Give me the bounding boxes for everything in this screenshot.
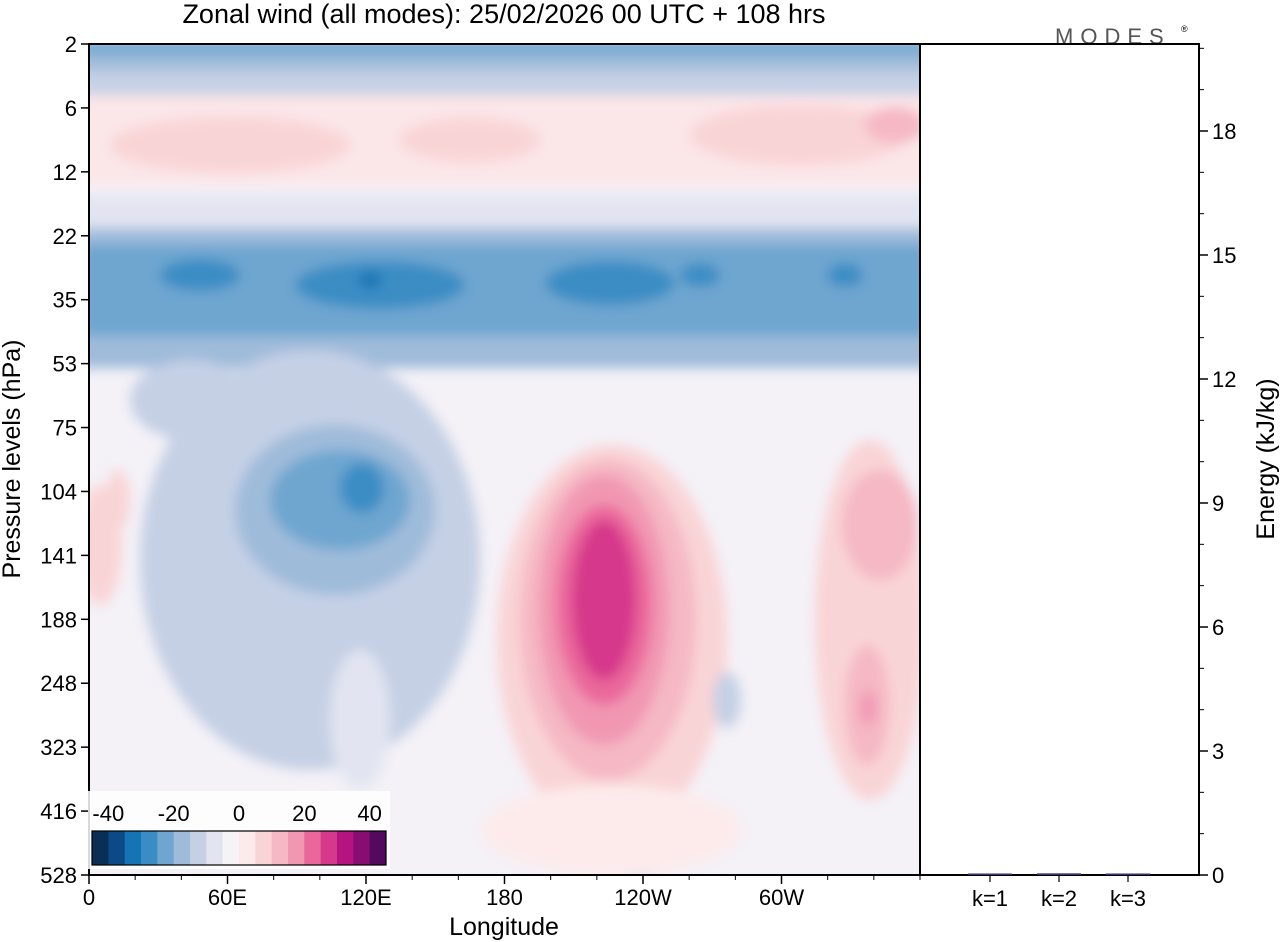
x-axis-ticks: 0 60E 120E 180 120W 60W xyxy=(83,875,921,910)
colorbar-swatch xyxy=(239,831,256,865)
y-tick-label: 12 xyxy=(53,160,77,185)
west-edge-westerly-2 xyxy=(106,470,130,530)
colorbar-tick-label: -40 xyxy=(92,801,124,826)
top-cap-core xyxy=(89,44,920,54)
easterly-blob-1 xyxy=(713,672,741,728)
colorbar-swatch xyxy=(222,831,240,865)
y-axis-ticks: 2 6 12 22 35 53 75 104 141 188 248 323 416 528 xyxy=(40,32,89,888)
colorbar-tick-label: 20 xyxy=(292,801,316,826)
y-tick-label: 22 xyxy=(53,224,77,249)
energy-axis-ticks: 0 3 6 9 12 15 18 xyxy=(1199,47,1236,888)
colorbar: -40 -20 0 20 40 xyxy=(88,791,390,869)
energy-tick-label: 12 xyxy=(1212,367,1236,392)
bar-category-label: k=2 xyxy=(1041,886,1077,911)
bar-frame xyxy=(919,43,1200,876)
y-tick-label: 2 xyxy=(65,32,77,57)
y-tick-label: 323 xyxy=(40,735,77,760)
x-tick-label: 0 xyxy=(83,885,95,910)
westerly-patch-edge xyxy=(865,107,920,143)
east-westerly-upper xyxy=(842,470,918,580)
bar-category-label: k=1 xyxy=(972,886,1008,911)
chart-title: Zonal wind (all modes): 25/02/2026 00 UT… xyxy=(182,0,825,29)
east-westerly-core xyxy=(860,690,876,726)
y-tick-label: 416 xyxy=(40,799,77,824)
x-tick-label: 120E xyxy=(340,885,391,910)
easterly-core-5 xyxy=(827,263,863,287)
y-tick-label: 104 xyxy=(40,479,77,504)
energy-bar xyxy=(968,873,1012,875)
energy-tick-label: 18 xyxy=(1212,119,1236,144)
colorbar-swatch xyxy=(141,831,158,865)
colorbar-swatch xyxy=(92,831,109,865)
energy-tick-label: 9 xyxy=(1212,491,1224,516)
energy-tick-label: 0 xyxy=(1212,863,1224,888)
colorbar-swatch xyxy=(320,831,338,865)
colorbar-tick-label: 0 xyxy=(233,801,245,826)
colorbar-swatch xyxy=(173,831,191,865)
y-tick-label: 188 xyxy=(40,607,77,632)
easterly-tongue-inner xyxy=(270,450,410,550)
colorbar-swatch xyxy=(288,831,305,865)
colorbar-frame xyxy=(91,830,387,866)
energy-bar xyxy=(1037,873,1081,875)
easterly-band-mid xyxy=(89,244,920,336)
energy-axis-label: Energy (kJ/kg) xyxy=(1252,378,1280,539)
colorbar-swatch xyxy=(369,831,387,865)
logo-text: MODES xyxy=(1055,24,1171,49)
colorbar-swatch xyxy=(337,831,354,865)
zonal-wind-field xyxy=(89,44,920,875)
colorbar-tick-label: -20 xyxy=(158,801,190,826)
colorbar-swatch xyxy=(271,831,289,865)
x-tick-label: 180 xyxy=(486,885,523,910)
energy-tick-label: 3 xyxy=(1212,739,1224,764)
easterly-core-3 xyxy=(545,261,675,305)
y-tick-label: 35 xyxy=(53,288,77,313)
logo-mark: ® xyxy=(1181,24,1188,34)
westerly-jet-core xyxy=(572,520,636,680)
easterly-blob-3 xyxy=(330,650,390,790)
easterly-core-1 xyxy=(160,259,240,291)
lower-westerly-fringe xyxy=(482,785,742,875)
y-tick-label: 53 xyxy=(53,352,77,377)
colorbar-swatch xyxy=(206,831,224,865)
energy-tick-label: 15 xyxy=(1212,243,1236,268)
y-tick-label: 75 xyxy=(53,416,77,441)
colorbar-swatch xyxy=(353,831,371,865)
modes-logo: MODES ® xyxy=(1055,24,1188,49)
westerly-patch-west xyxy=(110,117,350,173)
westerly-patch-east xyxy=(690,105,910,165)
y-tick-label: 528 xyxy=(40,863,77,888)
colorbar-swatch xyxy=(124,831,142,865)
energy-bars: k=1 k=2 k=3 xyxy=(968,873,1150,911)
y-axis-label: Pressure levels (hPa) xyxy=(0,340,26,579)
y-tick-label: 141 xyxy=(40,543,77,568)
y-tick-label: 248 xyxy=(40,671,77,696)
westerly-patch-mid xyxy=(400,118,540,162)
easterly-core-4 xyxy=(680,263,720,287)
bar-category-label: k=3 xyxy=(1110,886,1146,911)
colorbar-swatch xyxy=(190,831,207,865)
colorbar-swatch xyxy=(304,831,322,865)
y-tick-label: 6 xyxy=(65,96,77,121)
colorbar-swatch xyxy=(255,831,273,865)
energy-bar xyxy=(1106,873,1150,875)
easterly-tongue-core xyxy=(340,463,384,513)
easterly-west-lobe xyxy=(130,360,250,440)
easterly-core-2 xyxy=(295,261,465,309)
x-tick-label: 60W xyxy=(759,885,804,910)
colorbar-swatch xyxy=(108,831,126,865)
x-axis-label: Longitude xyxy=(449,913,559,941)
easterly-core-6 xyxy=(358,272,382,288)
x-tick-label: 120W xyxy=(614,885,672,910)
colorbar-tick-label: 40 xyxy=(357,801,381,826)
colorbar-swatch xyxy=(157,831,175,865)
energy-tick-label: 6 xyxy=(1212,615,1224,640)
x-tick-label: 60E xyxy=(208,885,247,910)
